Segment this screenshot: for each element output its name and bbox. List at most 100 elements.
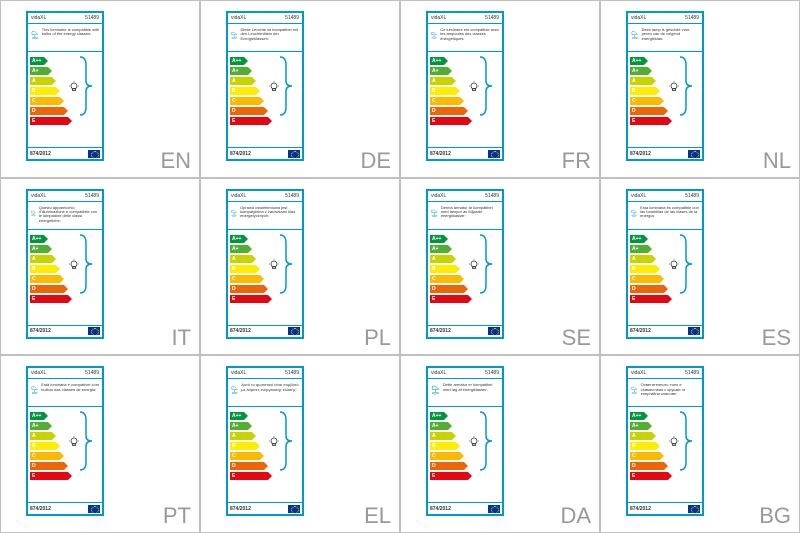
language-code: IT (171, 325, 191, 351)
energy-class-label: D (632, 107, 636, 115)
card-header: vidaXL 51489 (428, 191, 502, 202)
bracket-icon (678, 55, 694, 117)
compatibility-text: Oprawa oświetleniowa jest kompatybilna z… (238, 206, 300, 227)
card-footer: 874/2012 (628, 325, 702, 337)
energy-class-label: A (432, 77, 436, 85)
lamp-section: Esta luminaria es compatible con las bom… (628, 202, 702, 230)
energy-class-label: E (232, 472, 235, 480)
bracket-icon (678, 410, 694, 472)
energy-class-label: B (32, 87, 36, 95)
regulation-text: 874/2012 (430, 328, 451, 334)
regulation-text: 874/2012 (630, 328, 651, 334)
card-header: vidaXL 51489 (28, 191, 102, 202)
energy-class-label: E (32, 472, 35, 480)
energy-class-label: A (632, 432, 636, 440)
regulation-text: 874/2012 (230, 328, 251, 334)
energy-class-label: C (632, 275, 636, 283)
energy-section: .cell:nth-child(1) .bar:nth-child(1) .ar… (28, 52, 102, 142)
product-code: 51489 (485, 193, 499, 199)
energy-label-card: vidaXL 51489 Deze lamp is geschikt voor … (626, 11, 704, 161)
energy-class-label: A (32, 77, 36, 85)
energy-bar-E: .cell:nth-child(7) .bar:nth-child(7) .ar… (430, 295, 500, 303)
energy-label-grid: vidaXL 51489 This luminaire is compatibl… (0, 0, 800, 533)
lamp-icon (430, 381, 441, 401)
brand-text: vidaXL (231, 370, 246, 376)
energy-class-label: E (232, 295, 235, 303)
brand-text: vidaXL (431, 193, 446, 199)
energy-class-label: E (632, 295, 635, 303)
energy-section: .cell:nth-child(10) .bar:nth-child(1) .a… (228, 407, 302, 497)
regulation-text: 874/2012 (430, 506, 451, 512)
energy-class-label: A++ (32, 235, 41, 243)
bulb-icon (68, 258, 80, 270)
product-code: 51489 (485, 15, 499, 21)
energy-bar-E: .cell:nth-child(12) .bar:nth-child(7) .a… (630, 472, 700, 480)
energy-class-label: B (632, 87, 636, 95)
bracket-icon (78, 55, 94, 117)
language-code: ES (762, 325, 791, 351)
eu-flag-icon (488, 505, 500, 513)
energy-class-label: D (232, 107, 236, 115)
energy-class-label: A++ (632, 412, 641, 420)
card-header: vidaXL 51489 (428, 368, 502, 379)
label-cell-bg: vidaXL 51489 Осветителното тяло е съвмес… (600, 355, 800, 533)
product-code: 51489 (85, 193, 99, 199)
bulb-icon (468, 258, 480, 270)
energy-class-label: E (32, 117, 35, 125)
eu-flag-icon (488, 327, 500, 335)
eu-flag-icon (688, 327, 700, 335)
energy-class-label: E (432, 472, 435, 480)
label-cell-se: vidaXL 51489 Denna armatur är kompatibel… (400, 178, 600, 356)
eu-flag-icon (88, 327, 100, 335)
lamp-section: Questo apparecchio d'illuminazione è com… (28, 202, 102, 230)
card-header: vidaXL 51489 (628, 13, 702, 24)
compatibility-text: Dette armatur er kompatibel med løg af e… (441, 383, 500, 404)
lamp-section: Dette armatur er kompatibel med løg af e… (428, 379, 502, 407)
card-footer: 874/2012 (628, 147, 702, 159)
energy-class-label: C (632, 452, 636, 460)
bracket-icon (278, 233, 294, 295)
bulb-icon (68, 80, 80, 92)
brand-text: vidaXL (631, 193, 646, 199)
energy-class-label: A++ (632, 57, 641, 65)
brand-text: vidaXL (631, 370, 646, 376)
lamp-section: Denna armatur är kompatibel med lampor a… (428, 202, 502, 230)
energy-section: .cell:nth-child(8) .bar:nth-child(1) .ar… (628, 230, 702, 320)
product-code: 51489 (285, 370, 299, 376)
regulation-text: 874/2012 (230, 151, 251, 157)
bulb-icon (268, 258, 280, 270)
energy-class-label: C (232, 452, 236, 460)
bulb-icon (68, 435, 80, 447)
eu-flag-icon (288, 327, 300, 335)
energy-class-label: A (632, 255, 636, 263)
energy-class-label: A+ (432, 422, 439, 430)
card-footer: 874/2012 (28, 502, 102, 514)
product-code: 51489 (485, 370, 499, 376)
energy-class-label: A+ (432, 245, 439, 253)
energy-label-card: vidaXL 51489 Diese Leuchte ist kompatibe… (226, 11, 304, 161)
language-code: EN (160, 148, 191, 174)
eu-flag-icon (88, 505, 100, 513)
bracket-icon (478, 233, 494, 295)
language-code: PL (364, 325, 391, 351)
energy-class-label: C (232, 97, 236, 105)
bracket-icon (78, 233, 94, 295)
energy-class-label: A++ (232, 412, 241, 420)
energy-class-label: E (632, 117, 635, 125)
compatibility-text: Esta luminária é compatível com bulbos d… (39, 383, 100, 404)
language-code: DE (360, 148, 391, 174)
label-cell-it: vidaXL 51489 Questo apparecchio d'illumi… (0, 178, 200, 356)
lamp-section: Осветителното тяло е съвместимо с крушки… (628, 379, 702, 407)
eu-flag-icon (688, 150, 700, 158)
bracket-icon (478, 55, 494, 117)
energy-class-label: C (432, 97, 436, 105)
language-code: SE (562, 325, 591, 351)
energy-section: .cell:nth-child(3) .bar:nth-child(1) .ar… (428, 52, 502, 142)
compatibility-text: Diese Leuchte ist kompatibel mit den Leu… (238, 28, 300, 49)
energy-class-label: B (632, 265, 636, 273)
energy-class-label: A+ (32, 245, 39, 253)
energy-class-label: C (632, 97, 636, 105)
compatibility-text: Questo apparecchio d'illuminazione è com… (37, 206, 100, 227)
product-code: 51489 (685, 15, 699, 21)
card-footer: 874/2012 (428, 502, 502, 514)
